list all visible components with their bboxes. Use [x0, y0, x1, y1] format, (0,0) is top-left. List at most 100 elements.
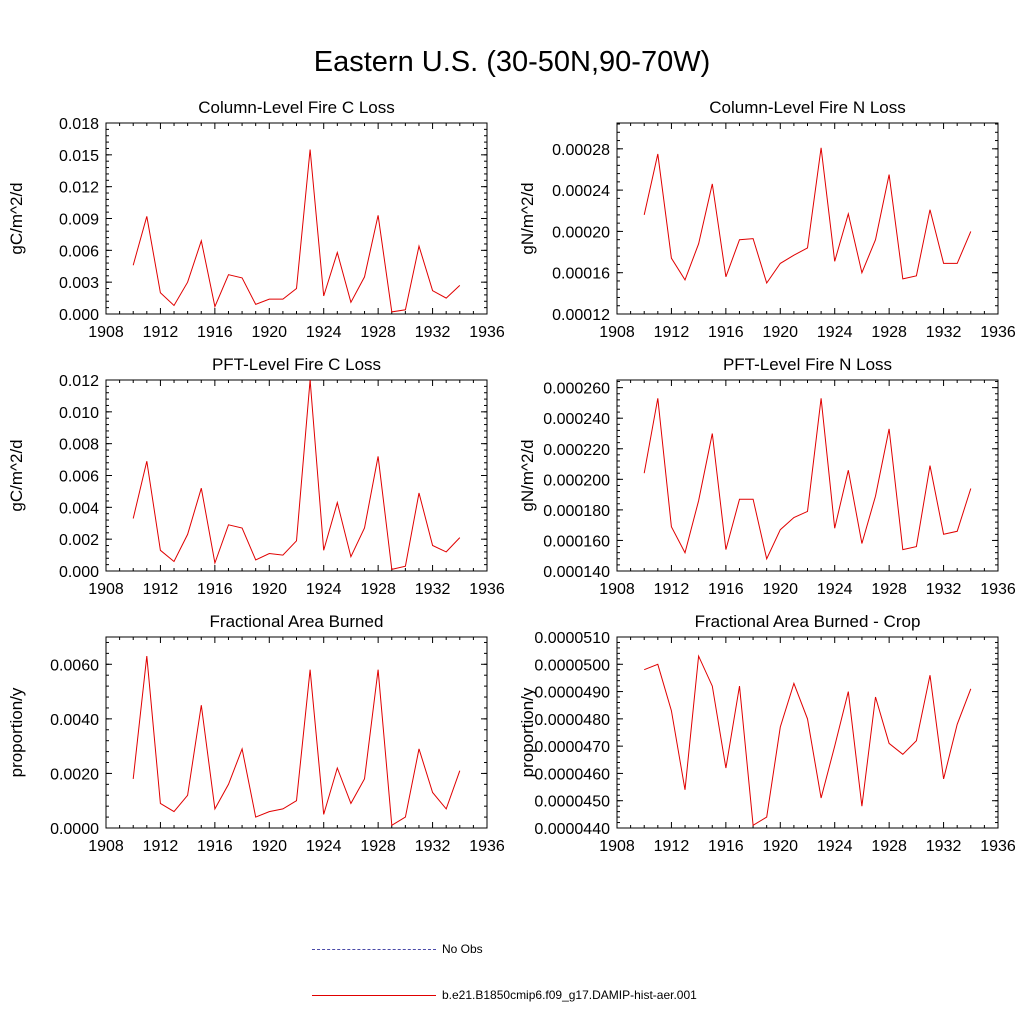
- y-tick-label: 0.002: [59, 532, 99, 549]
- chart-panel-5: 1908 1912 1916 1920 1924 1928 1932 1936 0.0000 0.…: [7, 612, 505, 855]
- x-tick-label: 1932: [415, 581, 451, 598]
- x-tick-label: 1908: [88, 324, 124, 341]
- y-tick-label: 0.000: [59, 307, 99, 324]
- x-tick-label: 1936: [469, 324, 505, 341]
- y-tick-label: 0.000240: [543, 411, 610, 428]
- y-tick-label: 0.00020: [552, 224, 610, 241]
- x-tick-label: 1908: [599, 838, 635, 855]
- panel-title: PFT-Level Fire N Loss: [723, 355, 892, 374]
- y-tick-label: 0.0000: [50, 821, 99, 838]
- y-tick-label: 0.000220: [543, 442, 610, 459]
- legend-swatch-model: [312, 995, 436, 996]
- x-tick-label: 1928: [871, 581, 907, 598]
- series-line: [132, 656, 461, 827]
- y-tick-label: 0.0000480: [534, 712, 610, 729]
- x-tick-label: 1928: [871, 324, 907, 341]
- series-line: [643, 398, 972, 561]
- x-tick-label: 1920: [762, 581, 798, 598]
- y-axis-label: gC/m^2/d: [7, 439, 26, 511]
- chart-panel-6: 1908 1912 1916 1920 1924 1928 1932 1936 0.000044…: [518, 612, 1016, 855]
- y-tick-label: 0.0020: [50, 766, 99, 783]
- panel-title: Fractional Area Burned - Crop: [695, 612, 921, 631]
- x-tick-label: 1936: [980, 838, 1016, 855]
- x-tick-label: 1936: [980, 324, 1016, 341]
- y-tick-label: 0.006: [59, 243, 99, 260]
- x-tick-label: 1920: [251, 838, 287, 855]
- x-tick-label: 1932: [926, 324, 962, 341]
- x-tick-label: 1936: [980, 581, 1016, 598]
- plot-frame: [616, 636, 999, 829]
- y-tick-label: 0.0000490: [534, 685, 610, 702]
- panel-title: Column-Level Fire N Loss: [709, 98, 906, 117]
- y-tick-label: 0.00012: [552, 307, 610, 324]
- x-tick-label: 1916: [708, 838, 744, 855]
- x-tick-label: 1936: [469, 838, 505, 855]
- series-line: [132, 379, 461, 571]
- y-axis-label: proportion/y: [7, 687, 26, 777]
- x-tick-label: 1916: [708, 581, 744, 598]
- x-tick-label: 1932: [415, 838, 451, 855]
- x-tick-label: 1936: [469, 581, 505, 598]
- y-tick-label: 0.012: [59, 373, 99, 390]
- x-tick-label: 1912: [143, 838, 179, 855]
- x-tick-label: 1908: [599, 324, 635, 341]
- y-tick-label: 0.000140: [543, 564, 610, 581]
- panel-title: Column-Level Fire C Loss: [198, 98, 395, 117]
- x-tick-label: 1924: [306, 581, 342, 598]
- y-tick-label: 0.018: [59, 116, 99, 133]
- x-tick-label: 1932: [415, 324, 451, 341]
- y-axis-label: proportion/y: [518, 687, 537, 777]
- y-tick-label: 0.004: [59, 500, 99, 517]
- plot-frame: [616, 122, 999, 315]
- x-tick-label: 1908: [88, 581, 124, 598]
- y-tick-label: 0.003: [59, 275, 99, 292]
- legend-swatch-obs: [312, 949, 436, 950]
- y-axis-label: gN/m^2/d: [518, 439, 537, 511]
- series-line: [132, 149, 461, 313]
- chart-panel-1: 1908 1912 1916 1920 1924 1928 1932 1936 0.000 0.0…: [7, 98, 505, 341]
- chart-panel-4: 1908 1912 1916 1920 1924 1928 1932 1936 0.000140…: [518, 355, 1016, 598]
- y-tick-label: 0.000260: [543, 381, 610, 398]
- x-tick-label: 1920: [762, 324, 798, 341]
- x-tick-label: 1924: [306, 838, 342, 855]
- x-tick-label: 1916: [197, 838, 233, 855]
- panel-title: Fractional Area Burned: [210, 612, 384, 631]
- y-tick-label: 0.000180: [543, 503, 610, 520]
- y-tick-label: 0.0000510: [534, 630, 610, 647]
- y-tick-label: 0.0000470: [534, 739, 610, 756]
- panel-title: PFT-Level Fire C Loss: [212, 355, 381, 374]
- x-tick-label: 1912: [654, 581, 690, 598]
- x-tick-label: 1924: [306, 324, 342, 341]
- x-tick-label: 1912: [654, 324, 690, 341]
- x-tick-label: 1924: [817, 581, 853, 598]
- plot-frame: [105, 379, 488, 572]
- y-tick-label: 0.008: [59, 437, 99, 454]
- y-tick-label: 0.00016: [552, 266, 610, 283]
- x-tick-label: 1920: [762, 838, 798, 855]
- y-tick-label: 0.0060: [50, 657, 99, 674]
- x-tick-label: 1932: [926, 838, 962, 855]
- y-tick-label: 0.012: [59, 180, 99, 197]
- x-tick-label: 1916: [708, 324, 744, 341]
- x-tick-label: 1928: [360, 581, 396, 598]
- x-tick-label: 1916: [197, 581, 233, 598]
- x-tick-label: 1920: [251, 581, 287, 598]
- legend-label-obs: No Obs: [442, 942, 483, 956]
- chart-panel-2: 1908 1912 1916 1920 1924 1928 1932 1936 0.00012 0…: [518, 98, 1016, 341]
- y-tick-label: 0.000: [59, 564, 99, 581]
- y-tick-label: 0.00024: [552, 183, 610, 200]
- legend-label-model: b.e21.B1850cmip6.f09_g17.DAMIP-hist-aer.…: [442, 988, 697, 1002]
- y-tick-label: 0.0000450: [534, 794, 610, 811]
- y-axis-label: gN/m^2/d: [518, 182, 537, 254]
- y-tick-label: 0.0000440: [534, 821, 610, 838]
- x-tick-label: 1916: [197, 324, 233, 341]
- x-tick-label: 1912: [143, 581, 179, 598]
- x-tick-label: 1928: [360, 324, 396, 341]
- y-tick-label: 0.000200: [543, 472, 610, 489]
- y-tick-label: 0.015: [59, 148, 99, 165]
- x-tick-label: 1908: [88, 838, 124, 855]
- y-tick-label: 0.0000500: [534, 657, 610, 674]
- x-tick-label: 1924: [817, 838, 853, 855]
- x-tick-label: 1920: [251, 324, 287, 341]
